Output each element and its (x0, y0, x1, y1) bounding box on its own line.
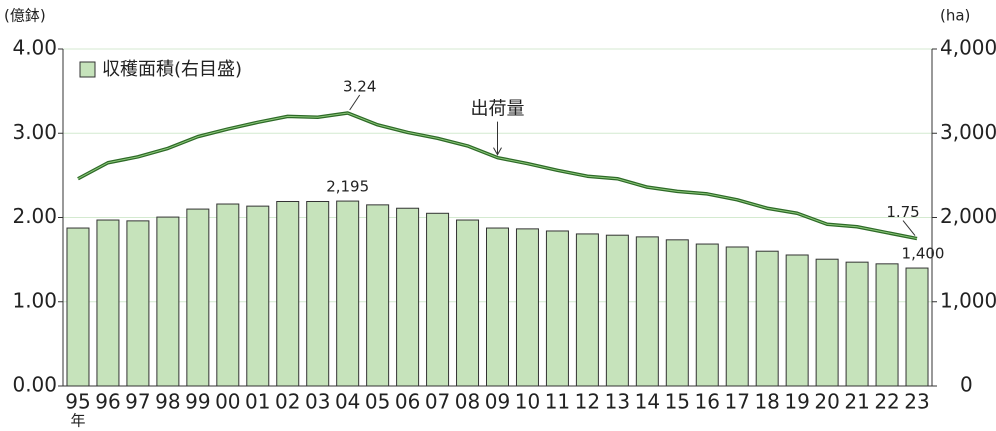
y2-tick-label: 4,000 (940, 36, 996, 60)
bar (486, 227, 509, 387)
bar (815, 258, 839, 387)
annotation-arrowhead (493, 147, 502, 156)
y-tick-label: 0.00 (12, 373, 57, 397)
x-tick-label: 21 (844, 390, 869, 414)
y-tick-label: 2.00 (12, 204, 57, 228)
bar (605, 234, 629, 387)
y-axis-label: (億鉢) (4, 7, 46, 25)
x-tick-label: 17 (724, 390, 749, 414)
bar (366, 204, 390, 387)
x-tick-label: 10 (515, 390, 540, 414)
x-tick-label: 01 (245, 390, 270, 414)
x-tick-label: 95 (65, 390, 90, 414)
bar (246, 205, 270, 387)
bar (845, 261, 869, 387)
x-tick-label: 14 (635, 390, 660, 414)
x-tick-label: 97 (125, 390, 150, 414)
bar (725, 246, 749, 387)
bar (96, 219, 120, 387)
y2-tick-label: 1,000 (940, 288, 996, 312)
x-tick-label: 11 (545, 390, 570, 414)
x-tick-label: 16 (695, 390, 720, 414)
y-tick-label: 4.00 (12, 36, 57, 60)
x-tick-label: 05 (365, 390, 390, 414)
bar (126, 220, 150, 387)
bar (905, 267, 929, 387)
x-tick-label: 23 (904, 390, 929, 414)
x-tick-label: 96 (95, 390, 120, 414)
bar (156, 216, 180, 387)
y-tick-label: 1.00 (12, 288, 57, 312)
x-tick-label: 06 (395, 390, 420, 414)
bar (426, 212, 450, 387)
bar (396, 207, 420, 387)
series-annotation: 出荷量 (471, 99, 525, 120)
bar (306, 200, 330, 387)
x-tick-label: 04 (335, 390, 360, 414)
bar (785, 254, 809, 387)
bar (575, 233, 599, 387)
x-tick-label: 20 (814, 390, 839, 414)
bar (186, 208, 210, 387)
line-value-label: 3.24 (343, 78, 376, 96)
x-tick-label: 22 (874, 390, 899, 414)
bar (875, 263, 899, 387)
x-tick-label: 00 (215, 390, 240, 414)
x-tick-label: 13 (605, 390, 630, 414)
x-tick-label: 09 (485, 390, 510, 414)
legend-label: 収穫面積(右目盛) (102, 59, 242, 80)
bar (635, 236, 659, 387)
bar-value-label: 2,195 (326, 178, 369, 196)
bar (456, 219, 480, 387)
x-tick-label: 08 (455, 390, 480, 414)
bar (545, 230, 569, 387)
leader-line (902, 220, 916, 236)
bar-value-label: 1,400 (902, 245, 945, 263)
y2-tick-label: 0 (960, 373, 973, 397)
x-tick-label: 19 (784, 390, 809, 414)
line-value-label: 1.75 (886, 203, 919, 221)
bar (66, 227, 90, 387)
bar (336, 200, 360, 387)
bar (216, 203, 240, 387)
y-tick-label: 3.00 (12, 120, 57, 144)
x-tick-label: 98 (155, 390, 180, 414)
y2-tick-label: 2,000 (940, 204, 996, 228)
y2-tick-label: 3,000 (940, 120, 996, 144)
y2-axis-label: (ha) (940, 7, 970, 25)
bar (515, 228, 539, 387)
leader-line (349, 94, 361, 111)
bar (665, 239, 689, 387)
line-highlight (77, 112, 918, 240)
x-tick-label: 02 (275, 390, 300, 414)
x-tick-label: 18 (754, 390, 779, 414)
x-tick-label: 99 (185, 390, 210, 414)
bar (695, 243, 719, 387)
x-tick-label: 12 (575, 390, 600, 414)
x-unit-label: 年 (70, 412, 85, 430)
x-tick-label: 15 (665, 390, 690, 414)
x-tick-label: 03 (305, 390, 330, 414)
legend-swatch (79, 61, 96, 78)
bar (755, 250, 779, 387)
x-tick-label: 07 (425, 390, 450, 414)
bar (276, 200, 300, 387)
